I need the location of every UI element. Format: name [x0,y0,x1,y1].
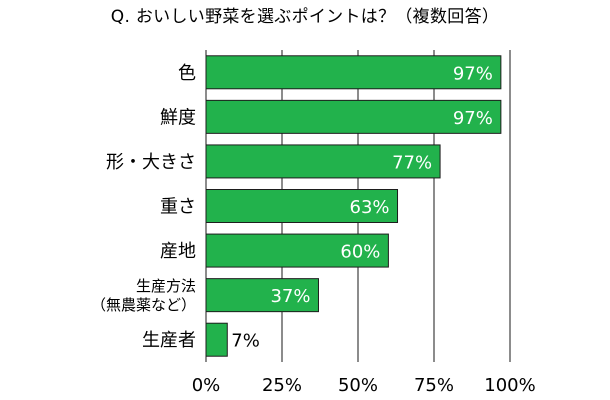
category-label: （無農薬など） [91,296,196,314]
x-tick-label: 0% [192,375,221,396]
x-tick-label: 25% [262,375,302,396]
bar [205,189,399,223]
bar-value-label: 77% [392,152,432,173]
bar-value-label: 63% [350,197,390,218]
bar [205,233,389,268]
bar [205,144,441,179]
bar [205,322,228,357]
category-label: 形・大きさ [106,152,196,173]
x-tick-label: 100% [484,375,535,396]
x-tick-label: 75% [414,375,454,396]
bar-value-label: 97% [453,108,493,129]
bar [205,99,502,134]
chart-title: Q. おいしい野菜を選ぶポイントは？（複数回答） [110,7,500,27]
category-label: 色 [178,63,196,84]
bar-value-label: 7% [231,331,260,352]
x-tick-label: 50% [338,375,378,396]
category-label: 生産方法 [136,277,196,295]
bar-value-label: 60% [340,242,380,263]
category-label: 産地 [160,241,196,262]
category-label: 鮮度 [160,107,196,128]
bar [205,278,319,313]
x-axis-ticks: 0% 25% 50% 75% 100% [192,375,536,396]
category-label: 重さ [160,196,196,217]
bar-value-label: 37% [270,286,310,307]
category-label: 生産者 [142,330,196,351]
bars: 97% 97% 77% 63% 60% 37% 7% [205,55,502,357]
bar-value-label: 97% [453,63,493,84]
bar [205,55,502,90]
